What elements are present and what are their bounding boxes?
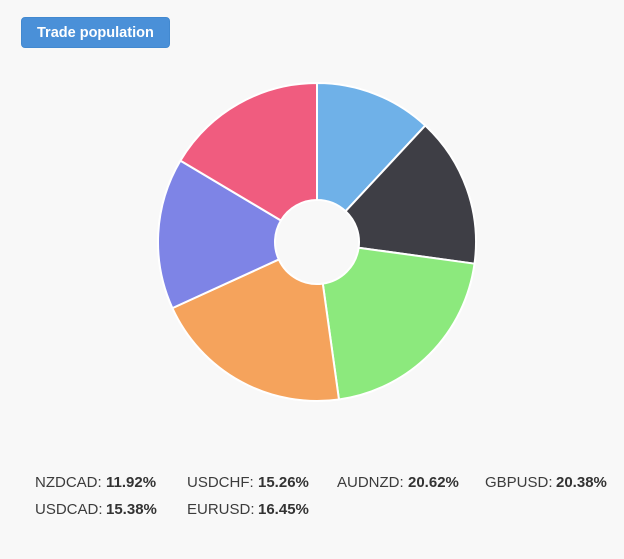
legend-item-eurusd: EURUSD: 16.45% xyxy=(187,501,337,518)
pie-slice-usdchf[interactable] xyxy=(344,124,477,265)
legend-label: NZDCAD: xyxy=(35,474,102,491)
legend-value: 15.38% xyxy=(106,501,157,518)
pie-slice-eurusd[interactable] xyxy=(179,82,318,222)
legend-item-gbpusd: GBPUSD: 20.38% xyxy=(485,474,610,491)
legend-item-usdcad: USDCAD: 15.38% xyxy=(35,501,187,518)
legend-value: 20.62% xyxy=(408,474,459,491)
pie-slice-gbpusd[interactable] xyxy=(171,258,340,402)
legend-item-usdchf: USDCHF: 15.26% xyxy=(187,474,337,491)
legend-value: 20.38% xyxy=(556,474,607,491)
donut-chart-svg xyxy=(157,82,477,402)
trade-population-button[interactable]: Trade population xyxy=(21,17,170,48)
legend-label: EURUSD: xyxy=(187,501,255,518)
legend-value: 16.45% xyxy=(258,501,309,518)
legend-label: GBPUSD: xyxy=(485,474,553,491)
legend-label: AUDNZD: xyxy=(337,474,404,491)
pie-slice-audnzd[interactable] xyxy=(321,246,476,401)
legend-label: USDCHF: xyxy=(187,474,254,491)
chart-legend: NZDCAD: 11.92% USDCHF: 15.26% AUDNZD: 20… xyxy=(35,474,610,518)
pie-slice-usdcad[interactable] xyxy=(157,159,282,310)
legend-value: 15.26% xyxy=(258,474,309,491)
legend-value: 11.92% xyxy=(106,474,157,491)
pie-slice-nzdcad[interactable] xyxy=(316,82,427,213)
legend-item-audnzd: AUDNZD: 20.62% xyxy=(337,474,485,491)
legend-label: USDCAD: xyxy=(35,501,103,518)
legend-item-nzdcad: NZDCAD: 11.92% xyxy=(35,474,187,491)
trade-population-donut-chart xyxy=(152,77,482,407)
